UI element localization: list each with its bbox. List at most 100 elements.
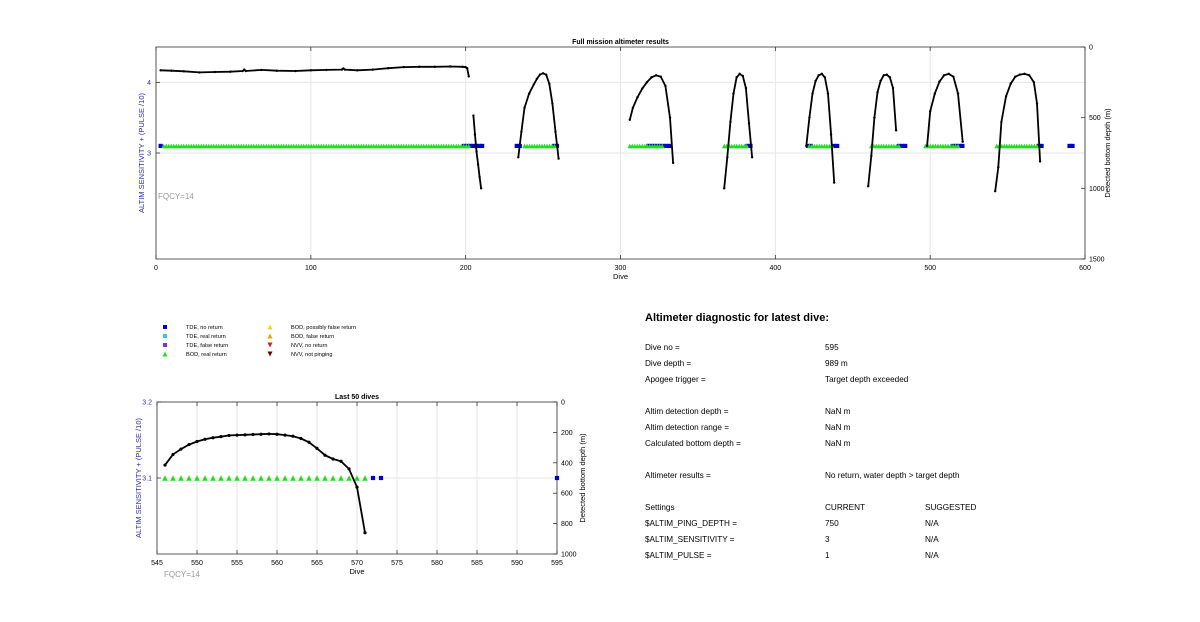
tde-no-return-marker xyxy=(903,143,908,149)
tde-no-return-marker xyxy=(370,475,376,481)
tde-no-return-marker xyxy=(832,143,837,149)
depth-line xyxy=(628,74,674,163)
tde-no-return-marker xyxy=(471,143,476,149)
dive-no-row: Dive no = 595 xyxy=(645,343,1165,359)
depth-point xyxy=(461,65,464,68)
settings-header-row: Settings CURRENT SUGGESTED xyxy=(645,503,1165,519)
depth-point xyxy=(211,436,215,440)
depth-point xyxy=(467,75,470,78)
bod-real-return-marker xyxy=(659,143,665,149)
depth-point xyxy=(307,440,311,444)
depth-point xyxy=(1009,82,1012,85)
depth-point xyxy=(363,531,367,535)
fqcy-annotation: FQCY=14 xyxy=(158,192,194,201)
legend-marker-triangle xyxy=(267,342,273,348)
depth-point xyxy=(472,114,475,117)
depth-point xyxy=(275,69,278,72)
depth-line xyxy=(723,72,753,189)
y2-tick-label: 0 xyxy=(561,400,565,407)
depth-point xyxy=(235,433,239,437)
bod-real-return-marker xyxy=(322,475,328,481)
x-tick-label: 585 xyxy=(471,560,483,567)
depth-point xyxy=(198,71,201,74)
bod-real-return-marker xyxy=(744,143,750,149)
depth-point xyxy=(356,69,359,72)
bod-real-return-marker xyxy=(298,475,304,481)
y2-tick-label: 200 xyxy=(561,430,573,437)
altimeter-results-value: No return, water depth > target depth xyxy=(825,471,960,480)
depth-point xyxy=(1004,95,1008,98)
depth-point xyxy=(829,133,833,136)
bod-real-return-marker xyxy=(258,475,264,481)
depth-point xyxy=(654,74,658,77)
bod-real-return-marker xyxy=(330,475,336,481)
depth-point xyxy=(478,175,481,179)
x-tick-label: 550 xyxy=(191,560,203,567)
y2-tick-label: 800 xyxy=(561,521,573,528)
bod-real-return-marker xyxy=(210,475,216,481)
tde-no-return-marker xyxy=(554,475,560,481)
tde-no-return-marker xyxy=(480,143,485,149)
depth-point xyxy=(747,122,751,125)
depth-line xyxy=(160,65,470,77)
apogee-value: Target depth exceeded xyxy=(825,375,909,384)
bod-real-return-marker xyxy=(346,475,352,481)
depth-point xyxy=(826,92,830,95)
depth-point xyxy=(309,69,313,72)
depth-point xyxy=(729,120,732,124)
depth-point xyxy=(466,67,469,70)
depth-point xyxy=(283,433,287,437)
depth-point xyxy=(433,65,436,68)
bod-real-return-marker xyxy=(306,475,312,481)
depth-point xyxy=(805,144,808,148)
depth-point xyxy=(554,130,557,133)
detection-range-row: Altim detection range = NaN m xyxy=(645,423,1165,439)
setting-suggested: N/A xyxy=(925,551,939,560)
depth-point xyxy=(551,102,554,105)
depth-point xyxy=(732,92,735,95)
x-tick-label: 0 xyxy=(154,265,158,272)
diagnostic-title: Altimeter diagnostic for latest dive: xyxy=(645,312,829,324)
depth-point xyxy=(888,76,892,79)
tde-no-return-marker xyxy=(835,143,840,149)
depth-point xyxy=(294,69,297,73)
depth-point xyxy=(517,156,520,159)
bod-real-return-marker xyxy=(178,475,184,481)
depth-point xyxy=(260,68,263,72)
bod-real-return-marker xyxy=(552,143,557,149)
depth-point xyxy=(170,69,173,72)
setting-name: $ALTIM_PING_DEPTH = xyxy=(645,519,737,528)
bod-real-return-marker xyxy=(218,475,224,481)
y2-tick-label: 1000 xyxy=(1089,186,1105,193)
last-50-dives-chart: 545 550 555 560 565 570 575 580 585 590 595 3.1 3.2 0… xyxy=(134,394,587,579)
depth-point xyxy=(163,463,167,467)
x-tick-label: 500 xyxy=(924,265,936,272)
depth-point xyxy=(520,130,523,133)
depth-point xyxy=(956,92,960,95)
depth-point xyxy=(997,165,1000,169)
altimeter-results-label: Altimeter results = xyxy=(645,471,711,480)
bod-real-return-marker xyxy=(242,475,248,481)
y2-tick-label: 0 xyxy=(1089,45,1093,52)
tde-no-return-marker xyxy=(667,143,672,149)
x-tick-label: 580 xyxy=(431,560,443,567)
tde-no-return-marker xyxy=(1067,143,1072,149)
legend-marker-triangle xyxy=(162,351,168,357)
depth-point xyxy=(817,74,820,77)
depth-point xyxy=(267,432,271,436)
y-axis-label: ALTIM SENSITIVITY + (PULSE /10) xyxy=(137,93,146,213)
depth-point xyxy=(811,92,814,95)
depth-point xyxy=(339,459,343,463)
tde-no-return-marker xyxy=(900,143,905,149)
depth-point xyxy=(961,140,964,143)
depth-point xyxy=(527,92,531,95)
bod-real-return-marker xyxy=(338,475,344,481)
x-tick-label: 100 xyxy=(305,265,317,272)
x-tick-label: 555 xyxy=(231,560,243,567)
legend-label: NVV, no return xyxy=(291,343,328,349)
depth-point xyxy=(523,106,526,109)
setting-suggested: N/A xyxy=(925,535,939,544)
legend-label: TDE, real return xyxy=(186,334,226,340)
depth-point xyxy=(894,129,898,132)
fqcy-annotation: FQCY=14 xyxy=(164,570,200,579)
